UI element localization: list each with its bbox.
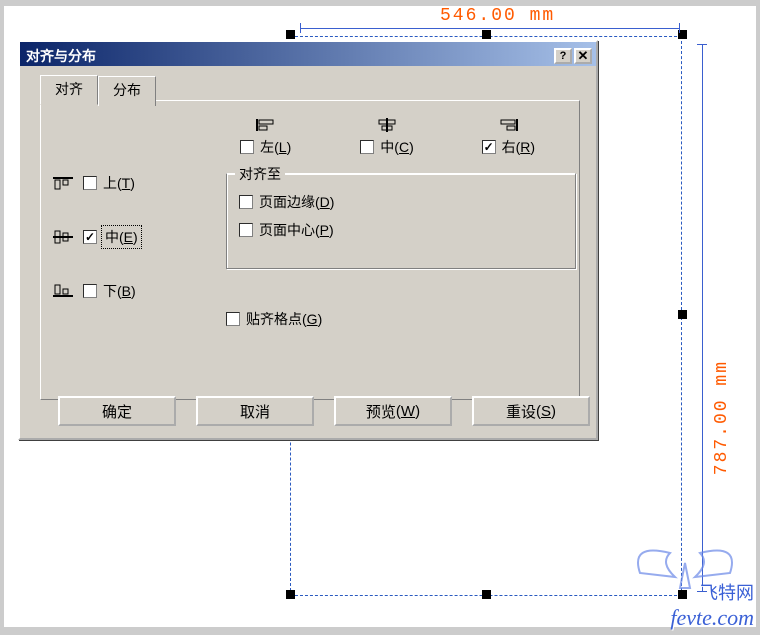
watermark-cn: 飞特网 xyxy=(670,579,754,605)
align-left-icon xyxy=(254,117,278,133)
align-to-legend: 对齐至 xyxy=(235,164,285,184)
dim-line-v xyxy=(702,44,703,592)
tab-distribute[interactable]: 分布 xyxy=(98,76,156,106)
align-distribute-dialog: 对齐与分布 ? ✕ 对齐 分布 左(L) xyxy=(18,40,598,440)
dim-line-h xyxy=(300,28,680,29)
checkbox-label: 下(B) xyxy=(103,281,136,301)
align-top-icon xyxy=(51,175,75,191)
checkbox-box[interactable] xyxy=(83,284,97,298)
close-button[interactable]: ✕ xyxy=(574,48,592,64)
watermark: 飞特网 fevte.com xyxy=(670,579,754,631)
tab-align[interactable]: 对齐 xyxy=(40,75,98,105)
preview-button[interactable]: 预览(W) xyxy=(334,396,452,426)
checkbox-label: 页面中心(P) xyxy=(259,220,334,240)
checkbox-box[interactable] xyxy=(482,140,496,154)
checkbox-label: 右(R) xyxy=(502,137,535,157)
checkbox-box[interactable] xyxy=(239,223,253,237)
align-hcenter-icon xyxy=(375,117,399,133)
checkbox-align-page-edge[interactable]: 页面边缘(D) xyxy=(239,192,563,212)
tab-panel-align: 左(L) 中(C) xyxy=(40,100,580,400)
checkbox-label: 中(C) xyxy=(380,137,413,157)
align-vcenter-icon xyxy=(51,229,75,245)
checkbox-label: 左(L) xyxy=(260,137,291,157)
checkbox-snap-grid[interactable]: 贴齐格点(G) xyxy=(226,309,322,329)
checkbox-label: 中(E) xyxy=(103,227,140,247)
dialog-title: 对齐与分布 xyxy=(26,46,96,66)
checkbox-align-left[interactable]: 左(L) xyxy=(240,137,291,157)
handle-mr[interactable] xyxy=(678,310,687,319)
titlebar[interactable]: 对齐与分布 ? ✕ xyxy=(20,42,596,66)
checkbox-box[interactable] xyxy=(83,176,97,190)
checkbox-box[interactable] xyxy=(83,230,97,244)
checkbox-box[interactable] xyxy=(240,140,254,154)
checkbox-box[interactable] xyxy=(360,140,374,154)
dim-width-label: 546.00 mm xyxy=(440,6,555,26)
handle-bm[interactable] xyxy=(482,590,491,599)
align-right-icon xyxy=(496,117,520,133)
checkbox-align-right[interactable]: 右(R) xyxy=(482,137,535,157)
checkbox-box[interactable] xyxy=(239,195,253,209)
checkbox-align-top[interactable]: 上(T) xyxy=(83,173,135,193)
checkbox-align-vcenter[interactable]: 中(E) xyxy=(83,227,140,247)
cancel-button[interactable]: 取消 xyxy=(196,396,314,426)
checkbox-align-hcenter[interactable]: 中(C) xyxy=(360,137,413,157)
checkbox-label: 贴齐格点(G) xyxy=(246,309,322,329)
reset-button[interactable]: 重设(S) xyxy=(472,396,590,426)
handle-bl[interactable] xyxy=(286,590,295,599)
dim-height-label: 787.00 mm xyxy=(712,360,732,475)
checkbox-align-page-center[interactable]: 页面中心(P) xyxy=(239,220,563,240)
checkbox-align-bottom[interactable]: 下(B) xyxy=(83,281,136,301)
checkbox-label: 上(T) xyxy=(103,173,135,193)
align-to-group: 对齐至 页面边缘(D) 页面中心(P) xyxy=(226,173,576,269)
checkbox-box[interactable] xyxy=(226,312,240,326)
help-button[interactable]: ? xyxy=(554,48,572,64)
handle-tm[interactable] xyxy=(482,30,491,39)
tabstrip: 对齐 分布 xyxy=(40,76,580,106)
align-bottom-icon xyxy=(51,283,75,299)
checkbox-label: 页面边缘(D) xyxy=(259,192,334,212)
handle-tl[interactable] xyxy=(286,30,295,39)
ok-button[interactable]: 确定 xyxy=(58,396,176,426)
watermark-latin: fevte.com xyxy=(670,605,754,630)
